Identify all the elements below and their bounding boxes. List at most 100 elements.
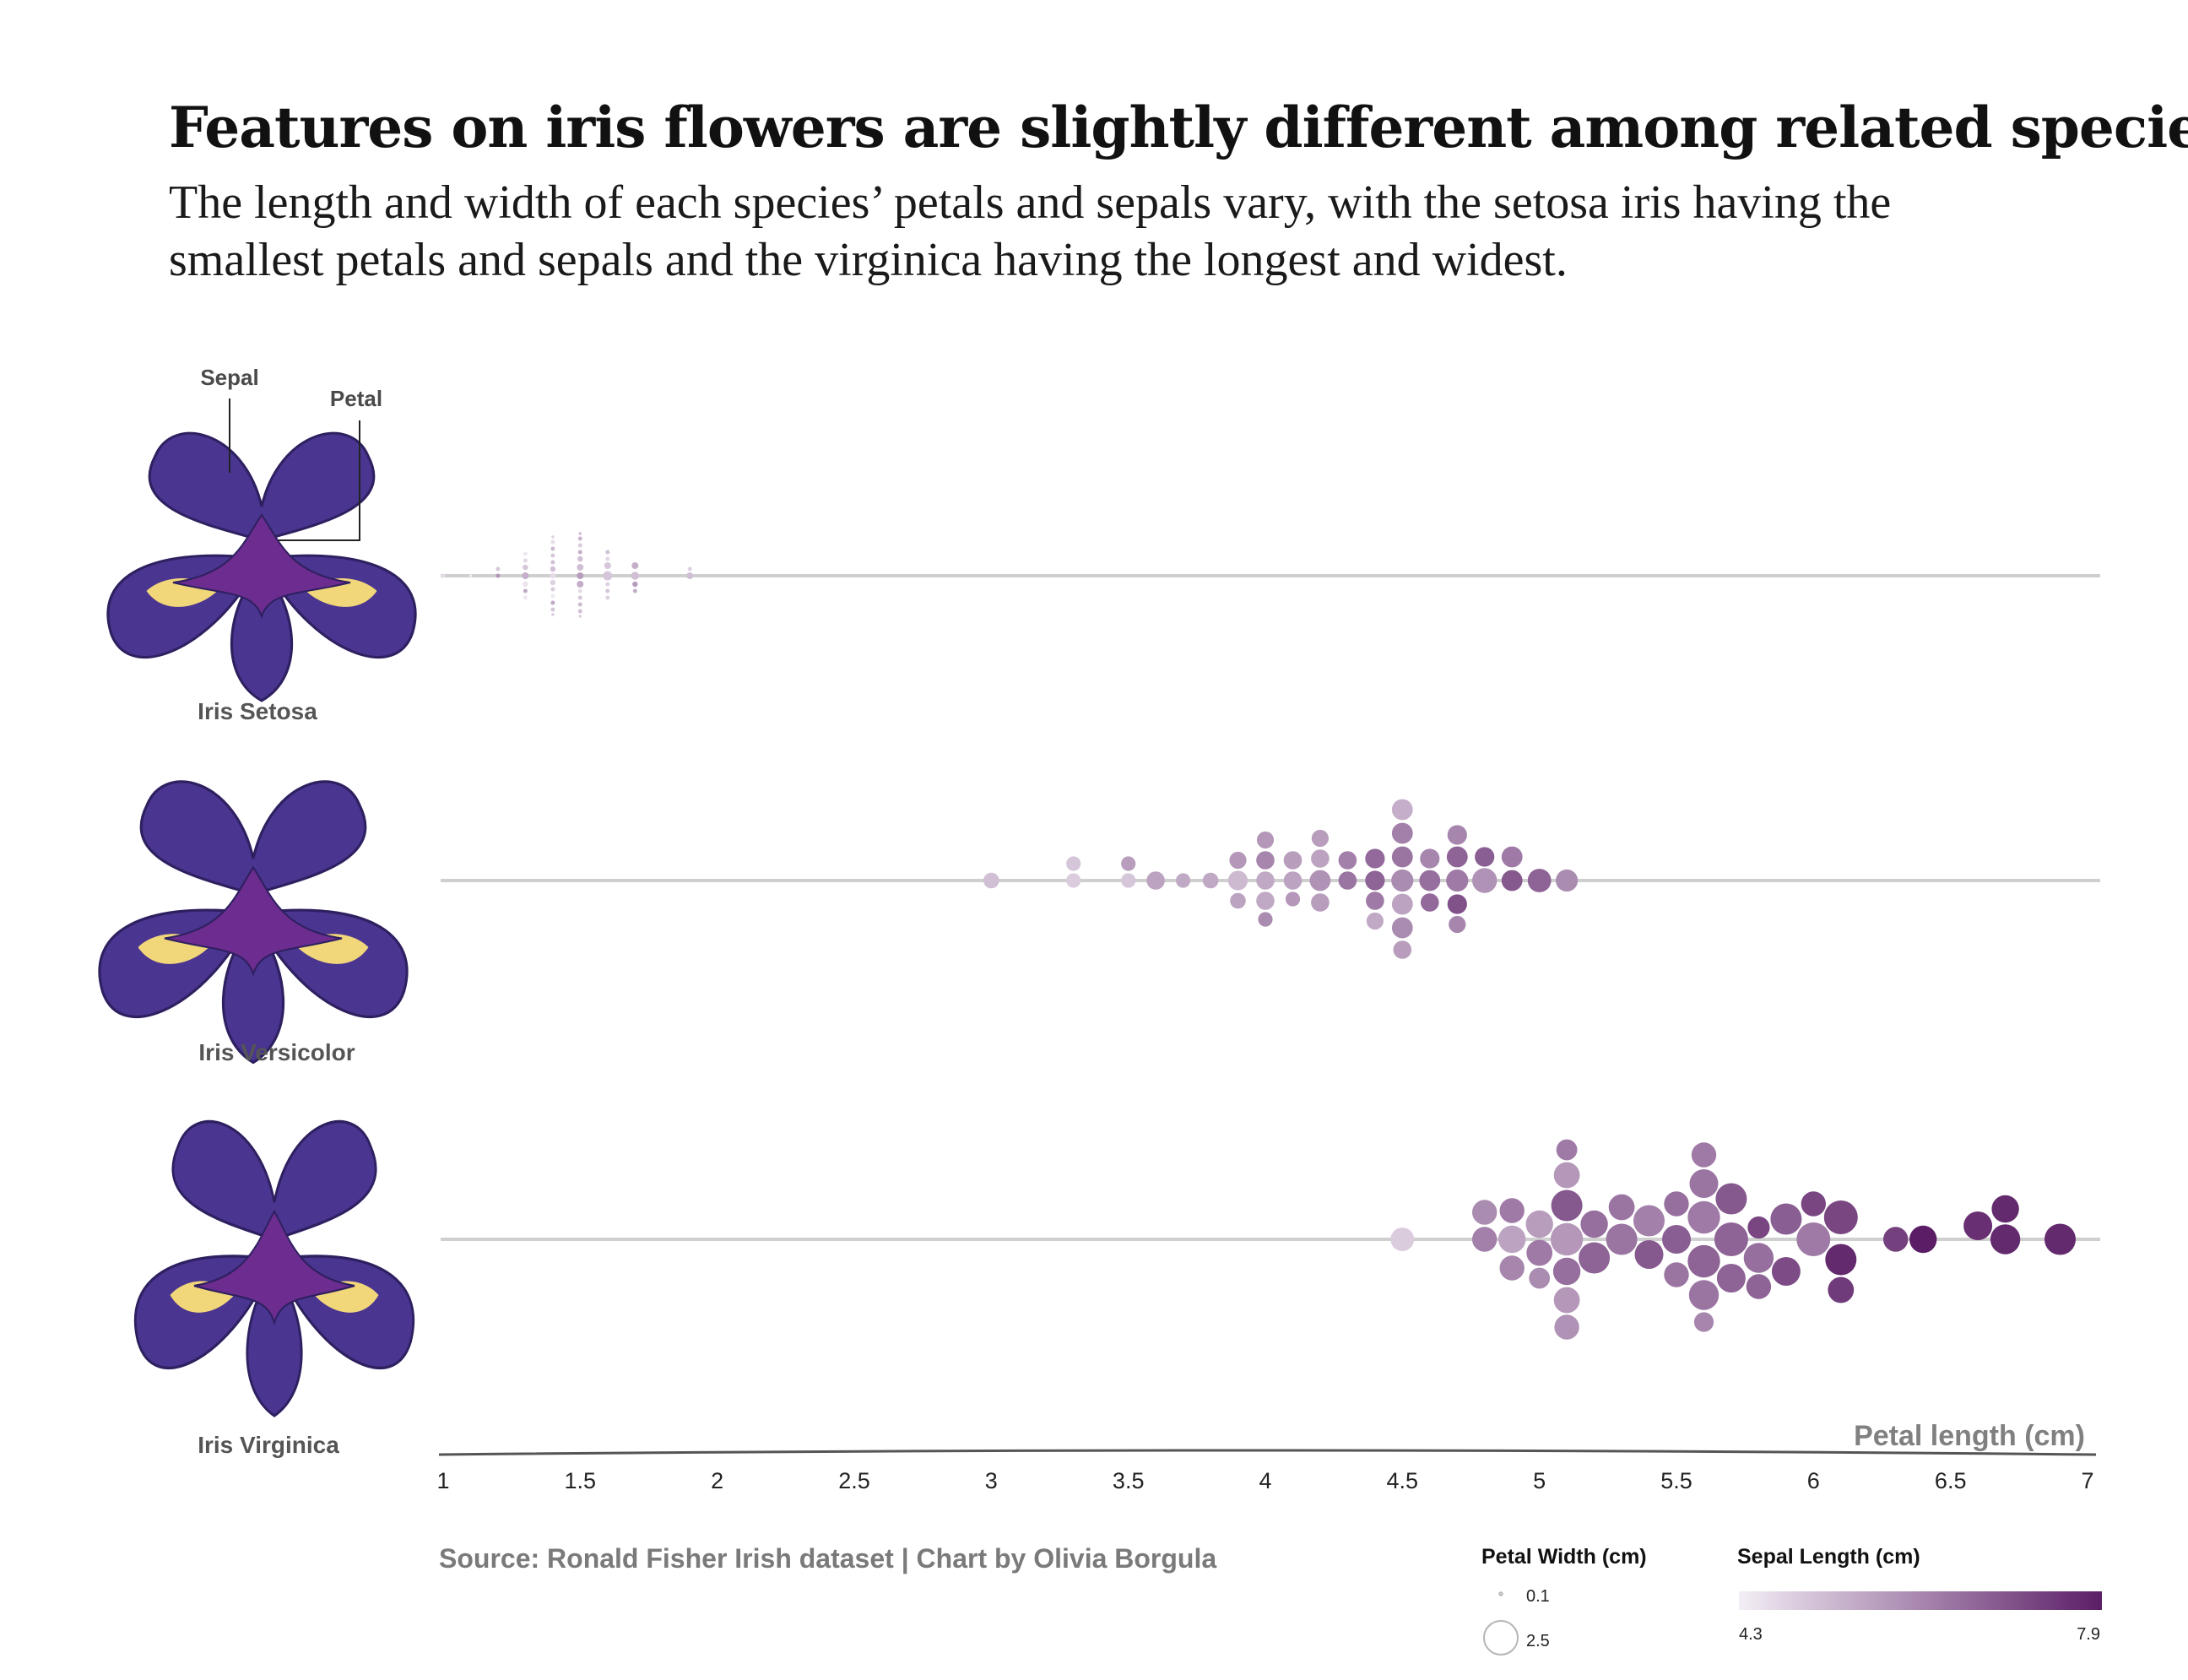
data-point-series3-10 <box>1823 1200 1858 1234</box>
data-point-series2-45 <box>1311 849 1330 868</box>
data-point-series3-42 <box>1551 1190 1583 1222</box>
petal-leader-line <box>279 420 360 541</box>
data-point-series1-8 <box>577 595 582 600</box>
data-point-series2-49 <box>983 872 999 889</box>
data-point-series1-40 <box>577 609 582 614</box>
sepal-label: Sepal <box>200 365 258 390</box>
color-legend-max-label: 7.9 <box>2077 1625 2100 1644</box>
data-point-series3-25 <box>1716 1264 1746 1293</box>
data-point-series3-17 <box>1664 1191 1689 1217</box>
data-point-series2-30 <box>1121 856 1136 871</box>
data-point-series1-30 <box>605 556 610 561</box>
data-point-series1-34 <box>550 600 555 605</box>
flower-illustration-setosa <box>106 431 417 702</box>
size-legend-max-label: 2.5 <box>1526 1632 1550 1650</box>
data-point-series2-46 <box>1311 829 1329 848</box>
data-point-series2-34 <box>1556 869 1579 892</box>
data-point-series1-25 <box>687 566 692 572</box>
x-tick-label-1: 1 <box>436 1468 449 1493</box>
data-point-series3-13 <box>1662 1225 1691 1254</box>
data-point-series2-18 <box>1285 891 1301 907</box>
data-point-series3-46 <box>1579 1242 1611 1274</box>
data-point-series3-37 <box>1687 1200 1720 1234</box>
data-point-series3-49 <box>1633 1205 1665 1237</box>
data-point-series1-39 <box>523 551 528 556</box>
data-point-series2-13 <box>1258 912 1273 927</box>
data-point-series3-3 <box>1771 1257 1801 1286</box>
data-point-series1-46 <box>550 579 556 586</box>
data-point-series2-4 <box>1256 871 1275 890</box>
data-point-series1-10 <box>578 615 582 618</box>
data-point-series3-11 <box>1552 1257 1581 1286</box>
data-point-series2-24 <box>1449 915 1466 934</box>
data-point-series1-4 <box>577 588 582 593</box>
data-point-series3-21 <box>1715 1183 1747 1215</box>
data-point-series2-17 <box>1391 893 1413 915</box>
size-legend-max-circle <box>1483 1620 1519 1656</box>
data-point-series2-16 <box>1365 870 1385 891</box>
data-point-series3-18 <box>1990 1224 2021 1255</box>
anatomy-annotation: Sepal Petal <box>200 365 382 541</box>
x-tick-label-7: 4 <box>1259 1468 1271 1493</box>
data-point-series2-33 <box>1229 851 1247 870</box>
data-point-series1-9 <box>550 593 555 599</box>
data-point-series1-17 <box>522 572 529 579</box>
data-point-series2-9 <box>1421 893 1439 912</box>
data-point-series2-25 <box>1338 871 1357 890</box>
size-legend-title: Petal Width (cm) <box>1481 1545 1647 1569</box>
data-point-series1-12 <box>605 582 610 587</box>
data-point-series3-31 <box>1828 1276 1855 1303</box>
data-point-series2-14 <box>1447 825 1467 845</box>
data-point-series3-16 <box>1606 1223 1638 1255</box>
data-point-series3-28 <box>1499 1255 1525 1281</box>
petal-label: Petal <box>330 386 382 411</box>
data-point-series1-37 <box>523 588 528 593</box>
data-point-series1-14 <box>468 574 473 577</box>
data-point-series1-1 <box>550 560 555 565</box>
data-point-series1-13 <box>551 535 555 539</box>
data-point-series2-32 <box>1176 873 1191 888</box>
data-point-series2-50 <box>1283 851 1303 870</box>
data-point-series2-29 <box>1391 917 1413 939</box>
data-point-series1-21 <box>632 588 637 593</box>
data-point-series2-15 <box>1146 871 1165 890</box>
data-point-series1-50 <box>550 607 555 612</box>
data-point-series3-47 <box>1526 1239 1553 1266</box>
data-point-series2-42 <box>1420 848 1440 869</box>
size-legend-min-label: 0.1 <box>1526 1587 1550 1606</box>
data-point-series3-44 <box>1770 1203 1802 1235</box>
data-point-series2-6 <box>1393 940 1412 959</box>
x-tick-label-5: 3 <box>985 1468 998 1493</box>
data-point-series2-2 <box>1391 846 1413 868</box>
data-point-series1-43 <box>523 595 528 600</box>
x-tick-label-3: 2 <box>711 1468 723 1493</box>
data-point-series3-26 <box>1801 1191 1826 1217</box>
data-point-series2-11 <box>1121 873 1136 888</box>
data-point-series1-16 <box>577 572 584 579</box>
color-legend-min-label: 4.3 <box>1739 1625 1763 1644</box>
data-point-series1-20 <box>577 555 583 562</box>
data-point-series3-23 <box>1991 1195 2019 1223</box>
data-point-series2-37 <box>1446 846 1468 868</box>
data-point-series2-19 <box>1391 822 1413 844</box>
data-point-series1-24 <box>631 572 640 580</box>
x-axis-ticks: 1 1.5 2 2.5 3 3.5 4 4.5 5 5.5 6 6.5 7 <box>436 1468 2093 1493</box>
data-point-series1-42 <box>523 581 528 588</box>
chart-subtitle: The length and width of each species’ pe… <box>169 174 2068 289</box>
data-point-series3-2 <box>1553 1287 1580 1314</box>
data-point-series1-5 <box>550 553 555 558</box>
data-point-series1-15 <box>496 573 501 578</box>
data-point-series1-19 <box>632 581 638 588</box>
x-axis-line <box>438 1449 2097 1456</box>
species-label-1: Iris Setosa <box>198 698 317 724</box>
data-point-series2-21 <box>1472 868 1497 893</box>
data-point-series1-45 <box>686 572 694 579</box>
x-tick-label-6: 3.5 <box>1113 1468 1145 1493</box>
data-point-series3-20 <box>1529 1267 1551 1289</box>
data-point-series3-41 <box>1687 1244 1720 1278</box>
data-point-series1-48 <box>550 539 555 545</box>
data-point-series1-18 <box>550 566 556 572</box>
data-point-series1-47 <box>605 550 610 555</box>
data-point-series1-35 <box>577 543 582 548</box>
x-tick-label-13: 7 <box>2081 1468 2093 1493</box>
